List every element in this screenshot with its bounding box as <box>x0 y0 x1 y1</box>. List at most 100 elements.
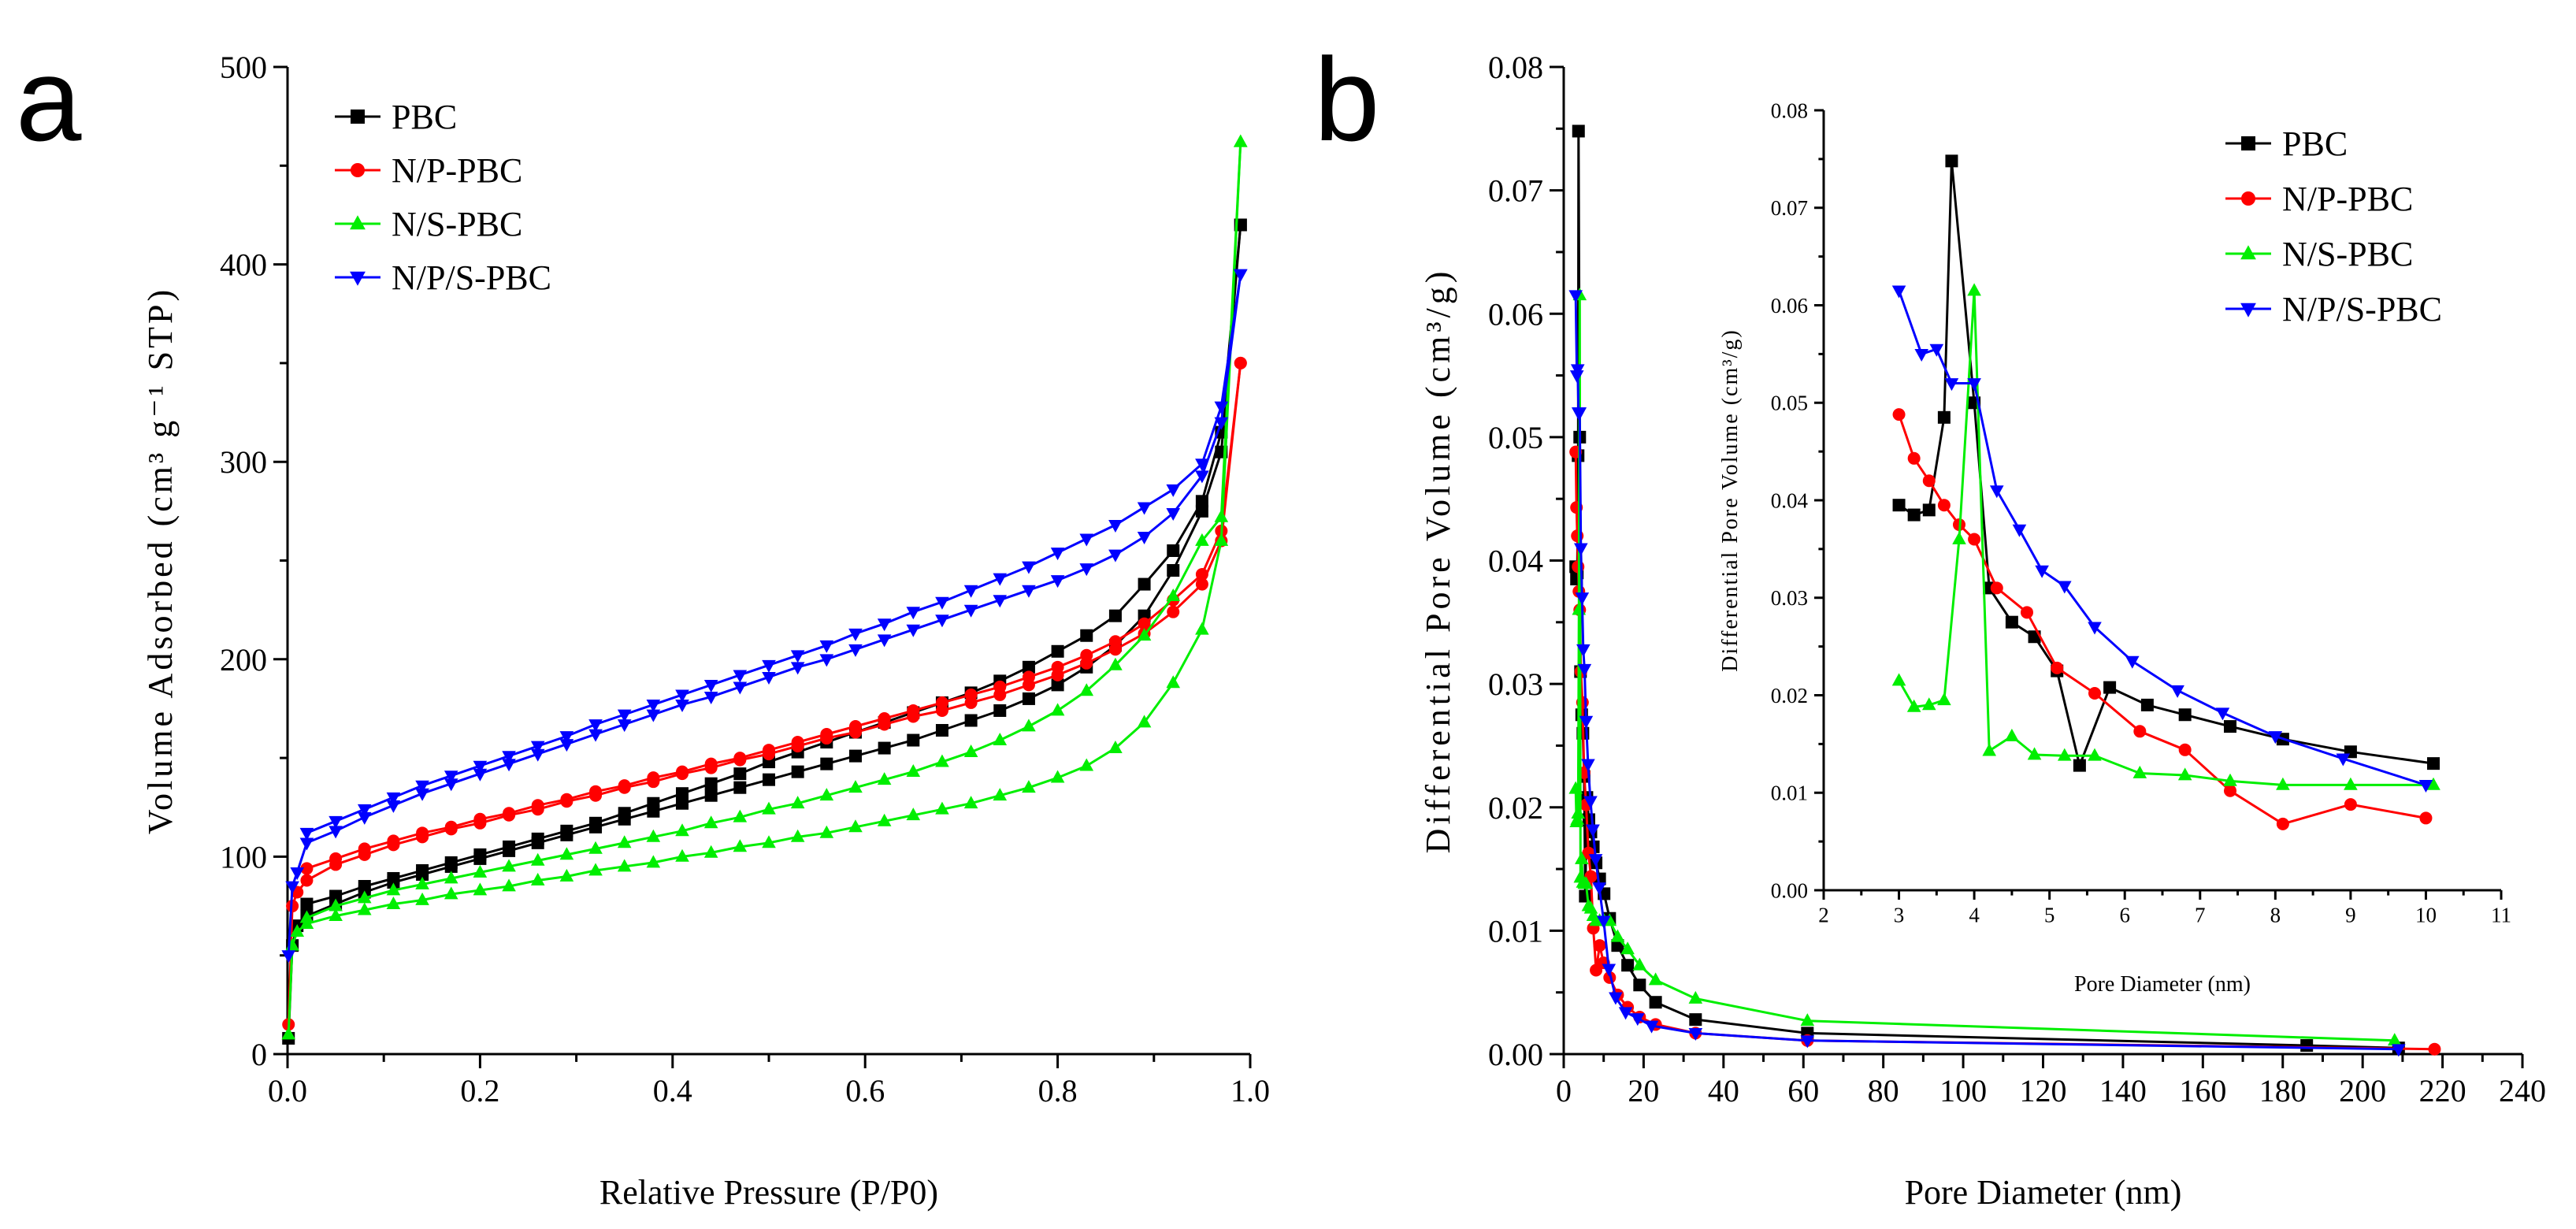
panel-a-letter: a <box>16 33 82 165</box>
chart-inset-2-point <box>2088 748 2102 761</box>
chart-a-des-1-point <box>329 852 343 865</box>
chart-a-ads-2-point <box>281 1027 296 1040</box>
chart-a-ads-3-point <box>1108 549 1123 563</box>
chart-a-des-2-point <box>1137 628 1152 641</box>
chart-inset-2-point <box>1891 673 1906 686</box>
chart-a-des-2-point <box>1079 683 1094 696</box>
chart-a: 0 100 200 300 400 500 0.0 0.2 0.4 0.6 0.8 1.0 Relati… <box>141 50 1270 1212</box>
chart-a-ads-2-point <box>473 882 488 896</box>
chart-inset-0-point <box>2427 757 2440 770</box>
chart-b-3-point <box>1579 715 1594 729</box>
chart-a-des-3-point <box>299 827 314 841</box>
chart-a-des-1-point <box>358 842 371 856</box>
chart-inset-series-1 <box>1892 408 2433 830</box>
chart-inset-2-point <box>2177 767 2192 781</box>
chart-b-3-point <box>1800 1035 1815 1049</box>
chart-a-des-1-point <box>763 744 775 757</box>
chart-a-ads-3-point <box>357 811 372 825</box>
chart-a-ads-2-point <box>1137 715 1152 728</box>
chart-a-des-1-point <box>704 757 718 770</box>
chart-b-3-point <box>1574 543 1588 556</box>
chart-a-des-3-point <box>1079 533 1094 547</box>
chart-a-des-1-point <box>907 704 920 717</box>
chart-inset-1-point <box>2021 606 2033 619</box>
chart-a-des-1-point <box>1022 670 1035 684</box>
chart-a-ads-2-point <box>1050 770 1065 783</box>
chart-a-legend-label: N/P-PBC <box>392 151 522 190</box>
chart-a-ads-3-point <box>733 681 748 695</box>
chart-a-des-3-point <box>1050 548 1065 561</box>
chart-a-x-tick-label: 1.0 <box>1230 1073 1270 1108</box>
chart-inset-1-point <box>2276 817 2289 830</box>
chart-inset-y-axis-title: Differential Pore Volume (cm³/g) <box>1718 329 1743 672</box>
chart-inset-0-line <box>1898 159 2434 767</box>
chart-inset-1-point <box>2224 784 2236 797</box>
chart-a-ads-3-point <box>790 662 805 675</box>
chart-a-y-tick-label: 500 <box>220 50 267 85</box>
chart-b-3-point <box>1581 759 1595 772</box>
chart-a-des-2-point <box>733 809 748 822</box>
chart-b-2-point <box>1568 781 1583 794</box>
chart-b-series-2 <box>1568 288 2402 1046</box>
chart-a-des-2-point <box>559 847 574 860</box>
chart-a-des-2-point <box>1214 509 1229 522</box>
chart-a-des-2-point <box>1195 533 1209 546</box>
chart-a-des-2-point <box>386 882 401 896</box>
chart-a-des-0-point <box>1167 544 1180 557</box>
chart-a-ads-2-point <box>415 892 429 905</box>
chart-a-des-3-point <box>935 596 949 610</box>
chart-a-ads-3-point <box>559 739 574 752</box>
chart-a-x-tick-label: 0.2 <box>460 1073 499 1108</box>
chart-a-des-2-point <box>1233 134 1248 147</box>
chart-inset-series-2 <box>1891 283 2441 790</box>
chart-a-des-0-point <box>1195 495 1208 508</box>
chart-a-des-1-point <box>1234 356 1247 369</box>
chart-inset-0-point <box>2224 720 2236 733</box>
chart-a-ads-0-point <box>993 704 1007 717</box>
chart-a-des-2-point <box>848 780 863 793</box>
chart-inset-1-point <box>2051 661 2064 674</box>
chart-inset-2-point <box>2057 748 2072 761</box>
chart-a-des-1-line <box>306 362 1242 870</box>
chart-b-3-point <box>1631 1013 1645 1027</box>
chart-a-des-3-point <box>357 804 372 817</box>
chart-b-y-tick-label: 0.07 <box>1488 173 1543 209</box>
chart-inset-2-point <box>2132 765 2147 778</box>
chart-b-0-point <box>1579 889 1592 903</box>
chart-inset-0-point <box>1922 503 1936 517</box>
chart-inset-x-tick-label: 4 <box>1969 903 1980 926</box>
chart-b-x-tick-label: 180 <box>2259 1073 2307 1108</box>
chart-inset-0-point <box>2140 698 2154 711</box>
chart-a-series-3 <box>281 269 1248 964</box>
chart-a-des-2-point <box>646 829 661 842</box>
chart-a-ads-3-point <box>963 604 978 618</box>
chart-a-des-2-point <box>530 852 545 866</box>
chart-b-x-tick-label: 100 <box>1939 1073 1987 1108</box>
chart-a-des-0-point <box>560 824 573 837</box>
chart-a-des-0-point <box>473 848 487 861</box>
chart-a-series-2 <box>281 134 1248 1040</box>
chart-inset-1-point <box>2133 725 2147 738</box>
chart-a-des-1-point <box>935 696 948 709</box>
chart-inset-1-point <box>1990 581 2003 595</box>
chart-b-3-point <box>1609 992 1623 1005</box>
chart-a-des-0-point <box>676 787 689 800</box>
chart-a-des-0-point <box>733 767 747 781</box>
chart-a-des-0-point <box>416 863 429 877</box>
chart-a-legend-marker <box>350 271 366 286</box>
chart-a-ads-3-point <box>617 719 632 733</box>
chart-a-des-2-point <box>963 744 978 757</box>
chart-a-ads-3-point <box>1166 507 1181 521</box>
chart-a-des-0-point <box>300 897 314 911</box>
chart-a-ads-3-point <box>299 837 314 851</box>
chart-a-des-0-point <box>589 816 603 830</box>
chart-a-des-3-point <box>559 731 574 744</box>
chart-inset-y-tick-label: 0.02 <box>1771 684 1808 707</box>
chart-b-2-point <box>1571 805 1586 819</box>
chart-a-ads-0-point <box>763 773 775 786</box>
chart-a-ads-2-point <box>1022 780 1036 793</box>
chart-b-3-point <box>1596 915 1611 929</box>
chart-a-des-0-point <box>1051 644 1064 658</box>
chart-a-x-tick-label: 0.4 <box>653 1073 692 1108</box>
chart-a-des-2-point <box>1022 718 1036 732</box>
